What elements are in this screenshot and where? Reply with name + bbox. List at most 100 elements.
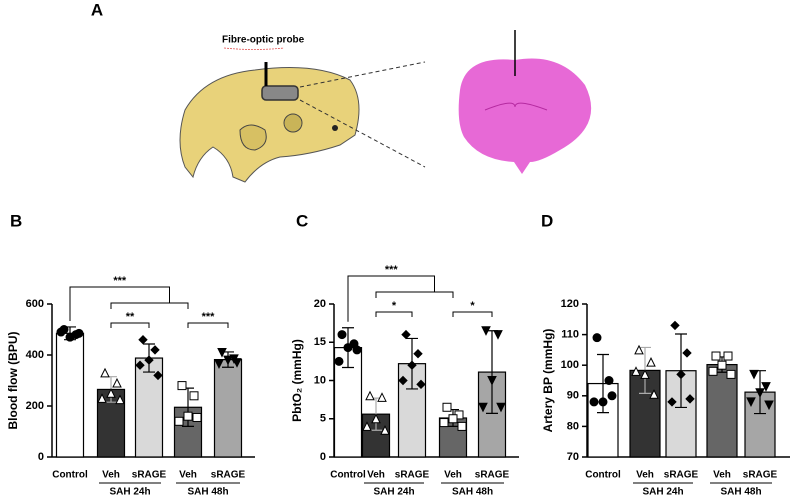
data-point (667, 397, 677, 407)
data-point (682, 348, 692, 358)
y-tick-label: 0 (320, 451, 326, 463)
data-point (115, 394, 125, 405)
data-point (708, 366, 718, 376)
data-point (640, 369, 650, 379)
panel-label: B (10, 211, 22, 230)
data-point (634, 344, 644, 355)
y-tick-label: 20 (314, 298, 326, 310)
data-point (362, 421, 372, 431)
x-tick-label: Veh (713, 470, 731, 481)
group-label: SAH 24h (373, 487, 414, 498)
data-point (723, 351, 733, 361)
data-point (631, 366, 641, 376)
y-tick-label: 70 (567, 451, 579, 463)
data-point (352, 345, 362, 355)
sig-bracket (347, 275, 454, 322)
data-point (439, 418, 449, 428)
y-tick-label: 0 (38, 451, 44, 463)
panel-label: C (296, 211, 308, 230)
x-tick-label: Veh (444, 470, 462, 481)
sig-label: *** (385, 264, 399, 276)
bar (213, 358, 243, 458)
x-tick-label: Veh (102, 470, 120, 481)
data-point (223, 355, 233, 366)
data-point (337, 330, 347, 340)
data-point (183, 411, 193, 421)
data-point (217, 347, 227, 358)
sig-bracket (187, 322, 229, 328)
y-tick-label: 120 (561, 298, 579, 310)
data-point (448, 414, 458, 424)
x-tick-label: Veh (179, 470, 197, 481)
data-point (717, 360, 727, 370)
x-tick-label: sRAGE (132, 470, 167, 481)
data-point (604, 376, 614, 385)
sig-label: * (470, 300, 475, 312)
data-point (177, 381, 187, 391)
data-point (100, 367, 110, 378)
x-tick-label: Control (585, 470, 621, 481)
x-tick-label: Control (330, 470, 366, 481)
data-point (649, 389, 659, 399)
sig-bracket (69, 286, 189, 321)
y-axis-title: Blood flow (BPU) (6, 332, 20, 430)
data-point (401, 329, 411, 340)
y-tick-label: 90 (567, 390, 579, 402)
data-point (398, 375, 408, 386)
x-tick-label: Veh (636, 470, 654, 481)
data-point (442, 402, 452, 412)
data-point (676, 369, 686, 380)
y-axis-title: PbtO₂ (mmHg) (290, 339, 304, 422)
sig-label: * (392, 300, 397, 312)
data-point (371, 413, 381, 424)
data-point (144, 355, 154, 365)
group-label: SAH 48h (452, 487, 493, 498)
sig-bracket (110, 322, 150, 328)
data-point (764, 400, 774, 411)
y-tick-label: 10 (314, 374, 326, 386)
data-point (153, 370, 163, 381)
y-tick-label: 5 (320, 413, 326, 425)
skull-illustration (179, 61, 426, 183)
x-tick-label: sRAGE (475, 470, 510, 481)
data-point (407, 360, 417, 370)
y-axis-title: Artery BP (mmHg) (541, 329, 555, 433)
data-point (487, 376, 497, 386)
data-point (749, 369, 759, 380)
data-point (74, 328, 84, 338)
data-point (365, 390, 375, 401)
data-point (380, 425, 390, 435)
x-tick-label: sRAGE (211, 470, 246, 481)
y-tick-label: 80 (567, 420, 579, 432)
data-point (589, 397, 599, 407)
data-point (192, 412, 202, 422)
data-point (711, 351, 721, 361)
data-point (413, 349, 423, 359)
data-point (598, 397, 608, 407)
sig-bracket (375, 311, 413, 317)
data-point (416, 379, 426, 390)
group-label: SAH 48h (720, 487, 761, 498)
data-point (189, 391, 199, 401)
y-tick-label: 200 (26, 400, 44, 412)
x-tick-label: sRAGE (743, 470, 778, 481)
y-tick-label: 400 (26, 349, 44, 361)
sig-label: *** (202, 311, 216, 323)
data-point (746, 397, 756, 408)
x-tick-label: sRAGE (664, 470, 699, 481)
data-point (334, 356, 344, 366)
data-point (481, 326, 491, 336)
data-point (65, 332, 75, 342)
data-point (150, 345, 160, 355)
data-point (592, 333, 602, 343)
x-tick-label: Control (52, 470, 88, 481)
data-point (478, 402, 488, 413)
probe-label: Fibre-optic probe (222, 35, 305, 46)
data-point (755, 388, 765, 398)
data-point (761, 382, 771, 392)
data-point (377, 392, 387, 402)
sig-bracket (452, 311, 493, 317)
data-point (138, 334, 148, 345)
data-point (112, 377, 122, 388)
